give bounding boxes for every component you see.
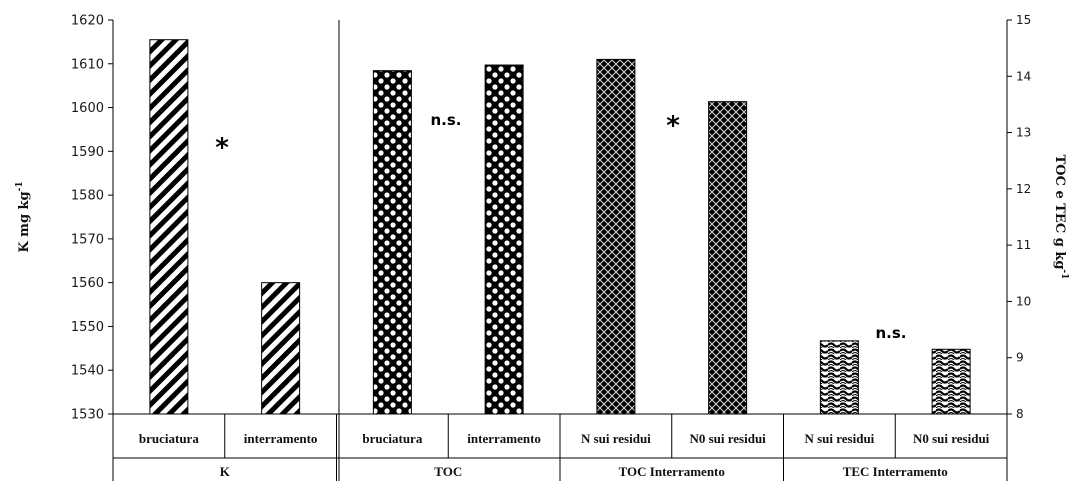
group-labels: K TOC TOC Interramento TEC Interramento bbox=[220, 464, 948, 479]
left-tick-label: 1620 bbox=[71, 14, 104, 29]
bar-tec-interramento-1 bbox=[819, 340, 859, 415]
left-tick-label: 1570 bbox=[71, 232, 104, 247]
bar-toc-interramento-1 bbox=[596, 58, 636, 415]
group-label: K bbox=[220, 464, 231, 479]
left-tick-label: 1600 bbox=[71, 101, 104, 116]
category-dividers bbox=[112, 414, 1008, 481]
category-label: interramento bbox=[467, 431, 541, 446]
category-label: N sui residui bbox=[581, 431, 651, 446]
group-label: TOC Interramento bbox=[619, 464, 725, 479]
category-label: bruciatura bbox=[362, 431, 422, 446]
left-tick-label: 1610 bbox=[71, 57, 104, 72]
bar-k-1 bbox=[149, 39, 189, 415]
category-label: N0 sui residui bbox=[913, 431, 990, 446]
left-tick-label: 1580 bbox=[71, 189, 104, 204]
left-tick-label: 1540 bbox=[71, 364, 104, 379]
bar-toc-1 bbox=[372, 70, 412, 415]
category-label: interramento bbox=[244, 431, 318, 446]
left-tick-label: 1550 bbox=[71, 320, 104, 335]
left-tick-label: 1530 bbox=[71, 408, 104, 423]
annotations: * n.s. * n.s. bbox=[215, 111, 906, 342]
y-axis-title-right: TOC e TEC g kg-1 bbox=[1052, 155, 1069, 280]
right-tick-label: 8 bbox=[1016, 407, 1024, 421]
group-label: TEC Interramento bbox=[843, 464, 948, 479]
axes bbox=[112, 20, 1008, 481]
right-tick-label: 10 bbox=[1016, 294, 1031, 308]
bar-k-2 bbox=[261, 282, 301, 415]
left-ticks: 1530 1540 1550 1560 1570 1580 1590 1600 1610 1620 bbox=[71, 14, 113, 423]
right-ticks: 8 9 10 11 12 13 14 15 bbox=[1007, 13, 1031, 421]
category-label: bruciatura bbox=[139, 431, 199, 446]
significance-annotation: * bbox=[215, 133, 229, 163]
right-tick-label: 12 bbox=[1016, 182, 1031, 196]
category-label: N sui residui bbox=[804, 431, 874, 446]
left-tick-label: 1560 bbox=[71, 276, 104, 291]
group-label: TOC bbox=[434, 464, 462, 479]
bar-toc-interramento-2 bbox=[708, 101, 748, 415]
bars bbox=[149, 39, 971, 415]
right-tick-label: 15 bbox=[1016, 13, 1031, 27]
significance-annotation: n.s. bbox=[875, 324, 906, 342]
right-tick-label: 11 bbox=[1016, 238, 1031, 252]
y-axis-title-left: K mg kg-1 bbox=[15, 181, 32, 252]
category-label: N0 sui residui bbox=[689, 431, 766, 446]
right-tick-label: 13 bbox=[1016, 126, 1031, 140]
significance-annotation: n.s. bbox=[430, 111, 461, 129]
category-labels: bruciatura interramento bruciatura interram… bbox=[139, 431, 990, 446]
bar-toc-2 bbox=[484, 64, 524, 415]
significance-annotation: * bbox=[666, 111, 680, 141]
right-tick-label: 9 bbox=[1016, 351, 1024, 365]
right-tick-label: 14 bbox=[1016, 69, 1031, 83]
left-tick-label: 1590 bbox=[71, 145, 104, 160]
bar-tec-interramento-2 bbox=[931, 348, 971, 415]
